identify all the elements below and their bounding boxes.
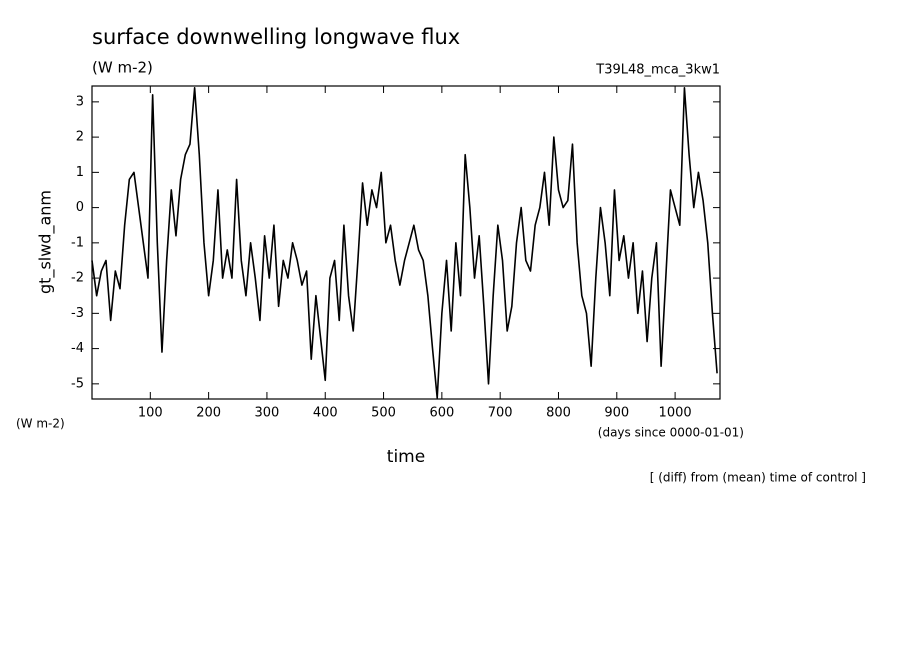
chart-title: surface downwelling longwave flux bbox=[92, 25, 460, 49]
x-tick-label: 800 bbox=[546, 406, 571, 421]
x-axis-label: time bbox=[387, 447, 425, 467]
y-tick-label: -2 bbox=[71, 271, 84, 286]
y-units: (W m-2) bbox=[16, 417, 65, 431]
note: [ (diff) from (mean) time of control ] bbox=[650, 471, 866, 485]
x-tick-label: 500 bbox=[371, 406, 396, 421]
experiment: T39L48_mca_3kw1 bbox=[595, 63, 720, 78]
x-tick-label: 1000 bbox=[659, 406, 692, 421]
y-tick-label: -1 bbox=[71, 235, 84, 250]
x-tick-label: 100 bbox=[138, 406, 163, 421]
y-tick-label: -5 bbox=[71, 376, 84, 391]
y-tick-label: 0 bbox=[76, 200, 84, 215]
y-tick-label: 1 bbox=[76, 165, 84, 180]
plot-frame bbox=[91, 85, 721, 400]
y-tick-label: 2 bbox=[76, 130, 84, 145]
x-tick-label: 400 bbox=[313, 406, 338, 421]
y-tick-label: -4 bbox=[71, 341, 84, 356]
x-tick-label: 300 bbox=[255, 406, 280, 421]
x-tick-label: 700 bbox=[488, 406, 513, 421]
x-units: (days since 0000-01-01) bbox=[598, 426, 744, 440]
x-tick-label: 600 bbox=[429, 406, 454, 421]
x-tick-label: 200 bbox=[196, 406, 221, 421]
x-tick-label: 900 bbox=[604, 406, 629, 421]
y-axis-label: gt_slwd_anm bbox=[36, 190, 56, 294]
y-tick-label: 3 bbox=[76, 94, 84, 109]
units: (W m-2) bbox=[92, 59, 153, 77]
y-tick-label: -3 bbox=[71, 306, 84, 321]
data-line bbox=[91, 86, 718, 399]
